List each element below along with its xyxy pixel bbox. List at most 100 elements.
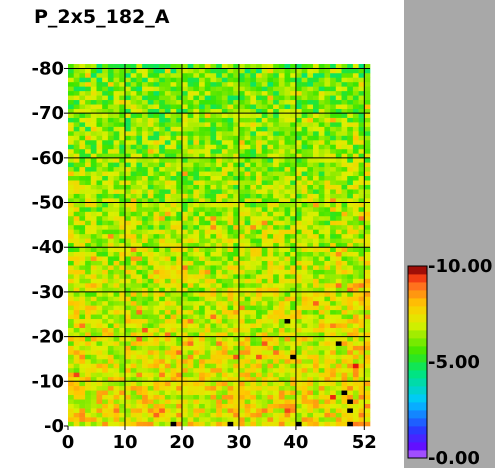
heatmap-cell bbox=[142, 220, 149, 226]
heatmap-cell bbox=[102, 314, 109, 320]
heatmap-cell bbox=[256, 265, 263, 270]
heatmap-cell bbox=[227, 256, 234, 261]
heatmap-cell bbox=[238, 367, 245, 373]
heatmap-cell bbox=[221, 198, 228, 203]
heatmap-cell bbox=[278, 291, 285, 297]
heatmap-cell bbox=[130, 122, 137, 127]
heatmap-cell bbox=[130, 113, 137, 118]
heatmap-cell bbox=[278, 220, 285, 226]
heatmap-cell bbox=[290, 68, 297, 74]
heatmap-cell bbox=[267, 394, 274, 400]
heatmap-cell bbox=[261, 175, 268, 181]
heatmap-cell bbox=[216, 282, 223, 288]
heatmap-cell bbox=[250, 332, 257, 337]
heatmap-cell bbox=[256, 394, 263, 400]
heatmap-cell bbox=[256, 350, 263, 355]
heatmap-cell bbox=[273, 233, 280, 239]
heatmap-cell bbox=[170, 300, 177, 306]
heatmap-cell bbox=[330, 162, 337, 168]
heatmap-cell bbox=[90, 131, 97, 136]
heatmap-cell bbox=[199, 126, 206, 132]
heatmap-cell bbox=[113, 291, 120, 297]
heatmap-cell bbox=[204, 247, 211, 252]
heatmap-cell bbox=[295, 64, 302, 69]
heatmap-cell bbox=[130, 68, 137, 74]
heatmap-cell bbox=[330, 358, 337, 364]
heatmap-cell bbox=[210, 131, 217, 136]
heatmap-cell bbox=[307, 269, 314, 275]
heatmap-cell bbox=[273, 421, 280, 427]
heatmap-cell bbox=[119, 207, 126, 212]
heatmap-cell bbox=[204, 305, 211, 311]
heatmap-cell bbox=[124, 77, 131, 83]
heatmap-cell bbox=[233, 135, 240, 141]
heatmap-cell bbox=[181, 99, 188, 105]
heatmap-cell bbox=[221, 372, 228, 378]
heatmap-cell bbox=[107, 367, 114, 373]
heatmap-cell bbox=[284, 305, 291, 311]
heatmap-cell bbox=[324, 417, 331, 422]
y-tick-label: -10 bbox=[31, 371, 64, 392]
heatmap-cell bbox=[119, 77, 126, 83]
heatmap-cell bbox=[273, 260, 280, 266]
heatmap-cell bbox=[107, 180, 114, 185]
heatmap-cell bbox=[313, 394, 320, 400]
x-tick-label: 10 bbox=[112, 432, 137, 453]
heatmap-cell bbox=[90, 242, 97, 248]
heatmap-cell bbox=[159, 372, 166, 378]
heatmap-cell bbox=[210, 345, 217, 351]
heatmap-cell bbox=[364, 144, 371, 150]
heatmap-cell bbox=[79, 131, 86, 136]
heatmap-cell bbox=[193, 390, 200, 396]
heatmap-cell bbox=[170, 162, 177, 168]
heatmap-cell bbox=[124, 403, 131, 409]
heatmap-cell bbox=[159, 184, 166, 190]
heatmap-cell bbox=[267, 148, 274, 154]
heatmap-cell bbox=[68, 162, 74, 168]
heatmap-cell bbox=[347, 332, 354, 337]
heatmap-cell bbox=[313, 139, 320, 145]
heatmap-cell bbox=[318, 189, 325, 194]
heatmap-cell bbox=[73, 327, 80, 333]
heatmap-cell bbox=[210, 269, 217, 275]
heatmap-cell bbox=[199, 394, 206, 400]
heatmap-cell bbox=[352, 260, 359, 266]
heatmap-cell bbox=[119, 233, 126, 239]
heatmap-cell bbox=[364, 135, 371, 141]
heatmap-cell bbox=[221, 247, 228, 252]
heatmap-cell bbox=[68, 350, 74, 355]
heatmap-cell bbox=[79, 376, 86, 382]
heatmap-cell bbox=[358, 399, 365, 404]
heatmap-cell bbox=[335, 408, 342, 413]
heatmap-cell bbox=[358, 144, 365, 150]
heatmap-cell bbox=[313, 229, 320, 235]
heatmap-cell bbox=[295, 327, 302, 333]
heatmap-cell bbox=[313, 399, 320, 404]
heatmap-cell bbox=[142, 251, 149, 257]
heatmap-cell bbox=[250, 296, 257, 302]
heatmap-cell bbox=[261, 139, 268, 145]
heatmap-cell bbox=[341, 207, 348, 212]
heatmap-cell bbox=[90, 90, 97, 96]
heatmap-cell bbox=[335, 305, 342, 311]
heatmap-cell bbox=[318, 256, 325, 261]
heatmap-cell bbox=[313, 90, 320, 96]
heatmap-cell bbox=[136, 180, 143, 185]
heatmap-cell bbox=[159, 358, 166, 364]
heatmap-cell bbox=[79, 408, 86, 413]
heatmap-cell bbox=[159, 341, 166, 346]
heatmap-cell bbox=[73, 117, 80, 123]
heatmap-cell bbox=[124, 95, 131, 101]
heatmap-cell bbox=[68, 139, 74, 145]
heatmap-cell bbox=[267, 113, 274, 118]
heatmap-cell bbox=[295, 224, 302, 230]
heatmap-cell bbox=[85, 68, 92, 74]
heatmap-cell bbox=[73, 381, 80, 387]
heatmap-cell bbox=[210, 215, 217, 221]
heatmap-cell bbox=[102, 144, 109, 150]
heatmap-cell bbox=[290, 189, 297, 194]
heatmap-cell bbox=[193, 381, 200, 387]
heatmap-cell bbox=[102, 122, 109, 127]
heatmap-cell bbox=[273, 95, 280, 101]
heatmap-cell bbox=[261, 403, 268, 409]
